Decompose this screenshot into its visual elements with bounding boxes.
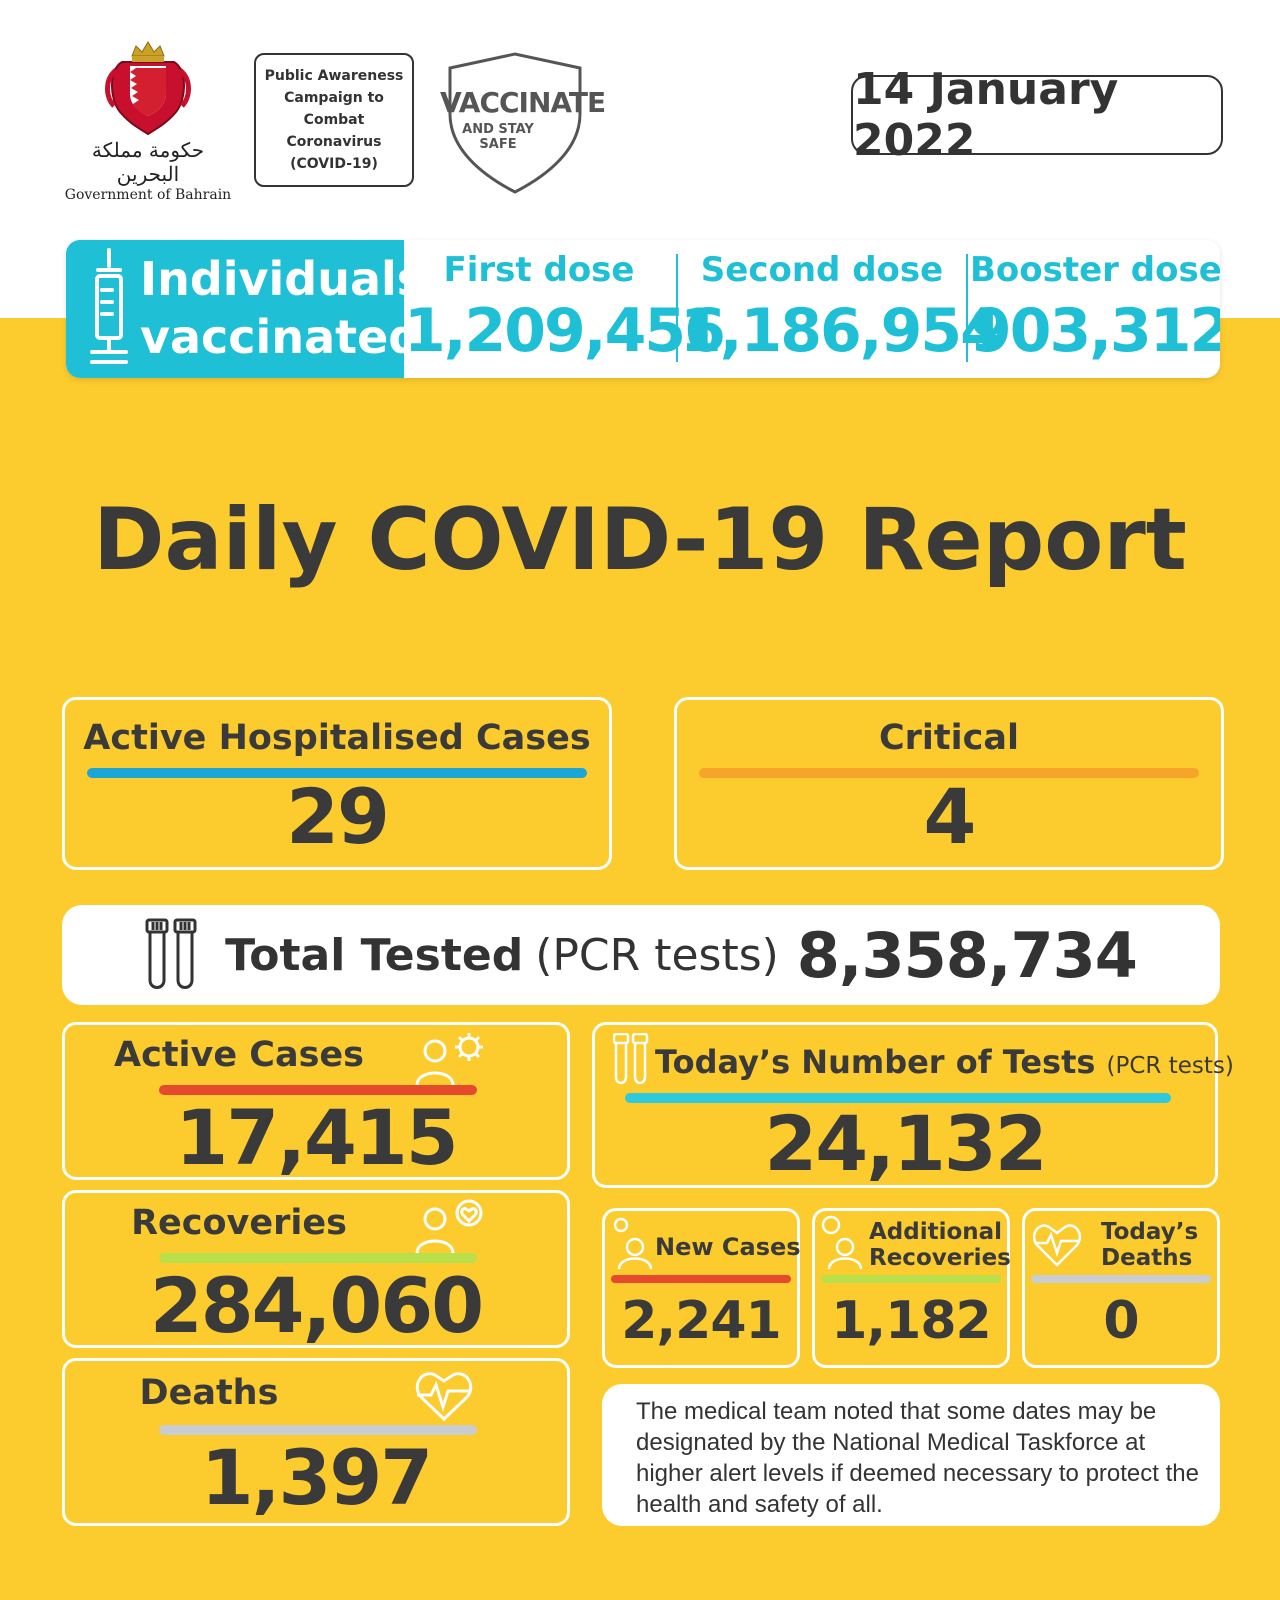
new-cases-bar bbox=[611, 1275, 791, 1283]
active-cases-value: 17,415 bbox=[175, 1093, 458, 1182]
additional-recoveries-value: 1,182 bbox=[831, 1291, 991, 1351]
additional-recoveries-label-1: Additional bbox=[869, 1219, 1003, 1245]
hospitalised-bar bbox=[87, 768, 587, 778]
page-title: Daily COVID-19 Report bbox=[93, 490, 1187, 590]
individuals-vaccinated-label: Individuals vaccinated bbox=[66, 240, 424, 378]
test-tubes-icon bbox=[145, 918, 197, 989]
vaccinate-title: VACCINATE bbox=[440, 86, 606, 119]
recoveries-label: Recoveries bbox=[131, 1203, 347, 1243]
new-cases-value: 2,241 bbox=[621, 1291, 781, 1351]
vaccinated-label: vaccinated bbox=[140, 310, 422, 364]
person-virus-icon bbox=[415, 1033, 483, 1086]
active-cases-label: Active Cases bbox=[113, 1035, 364, 1075]
booster-dose: Booster dose 903,312 bbox=[970, 240, 1220, 378]
person-heart-icon bbox=[821, 1215, 863, 1270]
new-cases-card: New Cases 2,241 bbox=[602, 1208, 801, 1368]
medical-team-note: The medical team noted that some dates m… bbox=[602, 1384, 1220, 1526]
hospitalised-card: Active Hospitalised Cases 29 bbox=[62, 697, 612, 870]
additional-recoveries-card: Additional Recoveries 1,182 bbox=[812, 1208, 1011, 1368]
todays-deaths-label-1: Today’s bbox=[1101, 1219, 1199, 1245]
deaths-value: 1,397 bbox=[200, 1433, 433, 1522]
deaths-card: Deaths 1,397 bbox=[62, 1358, 570, 1526]
shield-icon bbox=[448, 52, 582, 194]
vaccination-banner: Individuals vaccinated First dose 1,209,… bbox=[66, 240, 1220, 378]
test-tubes-icon bbox=[613, 1033, 649, 1085]
booster-dose-value: 903,312 bbox=[970, 296, 1220, 366]
report-date: 14 January 2022 bbox=[851, 64, 1223, 166]
second-dose-value: 1,186,954 bbox=[680, 296, 1002, 366]
additional-recoveries-label-2: Recoveries bbox=[869, 1245, 1011, 1271]
tests-today-sublabel: (PCR tests) bbox=[1106, 1053, 1234, 1079]
tests-today-bar bbox=[625, 1093, 1171, 1103]
total-tested-value: 8,358,734 bbox=[796, 918, 1138, 992]
heartbeat-icon bbox=[415, 1372, 473, 1422]
critical-label: Critical bbox=[878, 718, 1020, 758]
total-tested-sublabel: (PCR tests) bbox=[535, 929, 779, 981]
campaign-badge: Public Awareness Campaign to Combat Coro… bbox=[254, 53, 414, 187]
additional-recoveries-heading: Additional Recoveries bbox=[869, 1219, 1011, 1271]
critical-card: Critical 4 bbox=[674, 697, 1224, 870]
new-cases-label: New Cases bbox=[655, 1233, 801, 1261]
deaths-label: Deaths bbox=[139, 1373, 279, 1413]
active-cases-card: Active Cases 17,415 bbox=[62, 1022, 570, 1182]
government-logo: حكومة مملكة البحرين Government of Bahrai… bbox=[58, 40, 238, 203]
tests-today-heading: Today’s Number of Tests (PCR tests) bbox=[655, 1043, 1234, 1081]
first-dose-value: 1,209,456 bbox=[404, 296, 726, 366]
tests-today-value: 24,132 bbox=[764, 1099, 1047, 1188]
todays-deaths-heading: Today’s Deaths bbox=[1101, 1219, 1198, 1271]
booster-dose-label: Booster dose bbox=[970, 250, 1220, 290]
vaccinate-subtitle: AND STAY SAFE bbox=[462, 122, 534, 152]
todays-deaths-card: Today’s Deaths 0 bbox=[1022, 1208, 1220, 1368]
tests-today-card: Today’s Number of Tests (PCR tests) 24,1… bbox=[592, 1022, 1234, 1188]
tests-today-label: Today’s Number of Tests bbox=[655, 1043, 1096, 1081]
syringe-icon bbox=[90, 248, 128, 364]
dose-divider bbox=[676, 254, 678, 362]
total-tested-label: Total Tested bbox=[225, 929, 524, 981]
hospitalised-value: 29 bbox=[286, 772, 390, 861]
todays-deaths-label-2: Deaths bbox=[1101, 1245, 1193, 1271]
heartbeat-icon bbox=[1032, 1224, 1082, 1267]
critical-bar bbox=[699, 768, 1199, 778]
recoveries-value: 284,060 bbox=[149, 1261, 484, 1350]
active-cases-bar bbox=[159, 1085, 477, 1095]
dose-divider bbox=[966, 254, 968, 362]
critical-value: 4 bbox=[923, 772, 977, 861]
todays-deaths-bar bbox=[1031, 1275, 1211, 1283]
hospitalised-label: Active Hospitalised Cases bbox=[83, 718, 591, 758]
recoveries-card: Recoveries 284,060 bbox=[62, 1190, 570, 1350]
individuals-label: Individuals bbox=[140, 252, 425, 306]
vaccinate-badge: VACCINATE AND STAY SAFE bbox=[440, 50, 606, 196]
second-dose: Second dose 1,186,954 bbox=[680, 240, 1002, 378]
person-heart-icon bbox=[415, 1199, 483, 1254]
second-dose-label: Second dose bbox=[700, 250, 944, 290]
todays-deaths-value: 0 bbox=[1103, 1291, 1139, 1351]
total-tested-bar: Total Tested (PCR tests) 8,358,734 bbox=[62, 905, 1220, 1005]
first-dose-label: First dose bbox=[443, 250, 635, 290]
government-arabic-name: حكومة مملكة البحرين bbox=[91, 138, 205, 186]
first-dose: First dose 1,209,456 bbox=[404, 240, 726, 378]
government-english-name: Government of Bahrain bbox=[64, 187, 232, 203]
person-virus-icon bbox=[613, 1217, 653, 1270]
bahrain-emblem-icon bbox=[105, 41, 191, 136]
additional-recoveries-bar bbox=[821, 1275, 1001, 1283]
deaths-bar bbox=[159, 1425, 477, 1435]
recoveries-bar bbox=[159, 1253, 477, 1263]
